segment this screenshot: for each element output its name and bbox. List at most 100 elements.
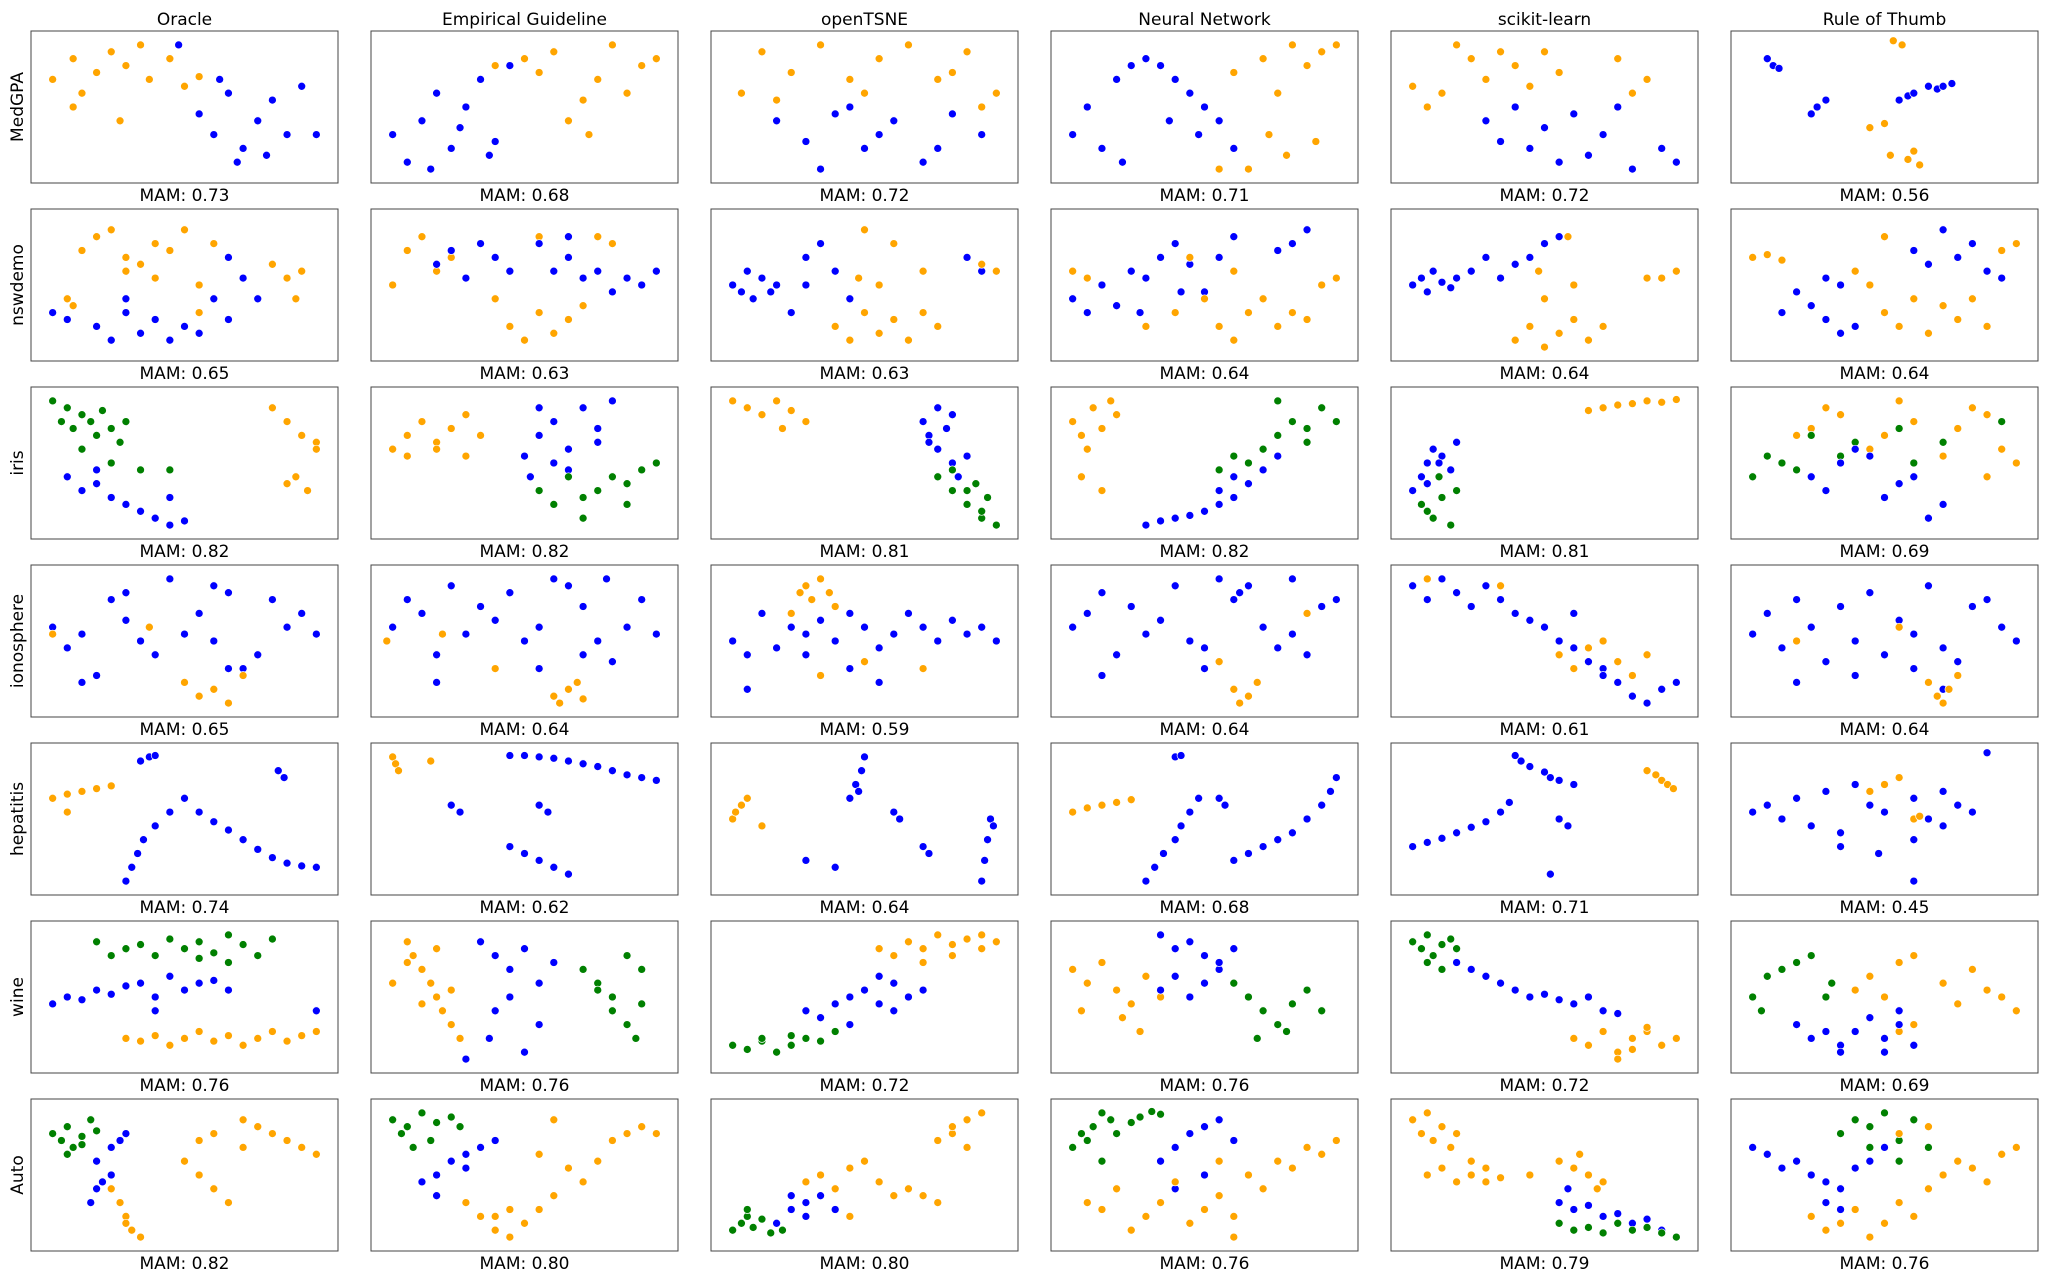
point bbox=[180, 225, 189, 235]
point bbox=[1496, 595, 1505, 604]
point bbox=[889, 807, 899, 817]
point bbox=[622, 479, 632, 489]
point bbox=[1997, 246, 2007, 255]
point bbox=[578, 301, 588, 311]
point bbox=[312, 1027, 321, 1036]
point bbox=[92, 232, 101, 242]
x-label: MAM: 0.72 bbox=[820, 1076, 910, 1096]
panel-frame bbox=[710, 386, 1019, 540]
point bbox=[1452, 958, 1461, 967]
point bbox=[1836, 1047, 1845, 1057]
point bbox=[1214, 322, 1224, 331]
point bbox=[737, 287, 746, 297]
point bbox=[127, 862, 137, 872]
point bbox=[622, 1129, 632, 1138]
point bbox=[1126, 1225, 1136, 1235]
point bbox=[1466, 602, 1476, 611]
point bbox=[1068, 294, 1078, 304]
point bbox=[1428, 513, 1438, 523]
point bbox=[1481, 581, 1491, 591]
point bbox=[1200, 506, 1209, 516]
panel-frame bbox=[1730, 742, 2039, 896]
point bbox=[282, 479, 292, 489]
point bbox=[297, 431, 307, 440]
point bbox=[1836, 458, 1845, 468]
panel-frame bbox=[370, 742, 679, 896]
point bbox=[273, 766, 283, 776]
point bbox=[1229, 144, 1239, 153]
point bbox=[1452, 588, 1461, 598]
x-label: MAM: 0.64 bbox=[1840, 364, 1930, 384]
point bbox=[1112, 75, 1121, 84]
point bbox=[1865, 280, 1875, 290]
point bbox=[209, 636, 219, 646]
point bbox=[106, 493, 116, 502]
point bbox=[1540, 239, 1549, 248]
point bbox=[578, 403, 588, 413]
panel-frame bbox=[1730, 386, 2039, 540]
point bbox=[1077, 1006, 1086, 1016]
point bbox=[1836, 1184, 1845, 1194]
point bbox=[224, 825, 233, 835]
point bbox=[801, 1006, 811, 1016]
point bbox=[77, 246, 87, 255]
point bbox=[1452, 1129, 1461, 1138]
point bbox=[1642, 273, 1652, 283]
point bbox=[1924, 81, 1933, 91]
point bbox=[1229, 1136, 1239, 1145]
point bbox=[490, 951, 500, 960]
point bbox=[1836, 842, 1845, 851]
point bbox=[737, 88, 746, 98]
point bbox=[1598, 636, 1608, 646]
point bbox=[1598, 322, 1608, 331]
point bbox=[989, 821, 998, 831]
point bbox=[1569, 780, 1579, 789]
point bbox=[1244, 458, 1253, 468]
point bbox=[490, 61, 500, 70]
point bbox=[1938, 451, 1948, 461]
point bbox=[874, 280, 884, 290]
point bbox=[165, 520, 175, 530]
point bbox=[505, 266, 515, 276]
point bbox=[1170, 513, 1180, 523]
point bbox=[1880, 1108, 1889, 1118]
point bbox=[991, 636, 1001, 646]
point bbox=[622, 88, 632, 98]
point bbox=[121, 876, 131, 886]
point bbox=[1880, 650, 1889, 660]
point bbox=[1865, 1013, 1875, 1023]
point bbox=[48, 1129, 58, 1138]
point bbox=[801, 417, 811, 426]
point bbox=[297, 1143, 307, 1152]
point bbox=[942, 424, 951, 433]
point bbox=[446, 800, 456, 810]
point bbox=[578, 694, 588, 704]
x-label: MAM: 0.74 bbox=[140, 898, 230, 918]
point bbox=[150, 273, 160, 283]
point bbox=[593, 985, 603, 995]
point bbox=[297, 861, 307, 871]
point bbox=[180, 81, 189, 91]
point bbox=[520, 751, 529, 760]
point bbox=[48, 793, 58, 803]
point bbox=[1422, 574, 1432, 584]
point bbox=[1126, 795, 1136, 805]
point bbox=[253, 650, 263, 660]
point bbox=[772, 643, 781, 653]
point bbox=[534, 403, 544, 413]
point bbox=[461, 1149, 471, 1159]
point bbox=[1176, 751, 1186, 760]
point bbox=[1569, 315, 1579, 324]
point bbox=[92, 671, 101, 680]
point bbox=[948, 68, 957, 77]
point bbox=[1554, 1218, 1564, 1228]
point bbox=[476, 937, 485, 947]
point bbox=[150, 650, 160, 660]
point bbox=[127, 1225, 137, 1235]
point bbox=[297, 266, 307, 276]
point bbox=[845, 1212, 855, 1221]
point bbox=[1288, 417, 1297, 426]
point bbox=[608, 239, 617, 248]
point bbox=[1170, 1143, 1180, 1152]
point bbox=[92, 431, 101, 440]
